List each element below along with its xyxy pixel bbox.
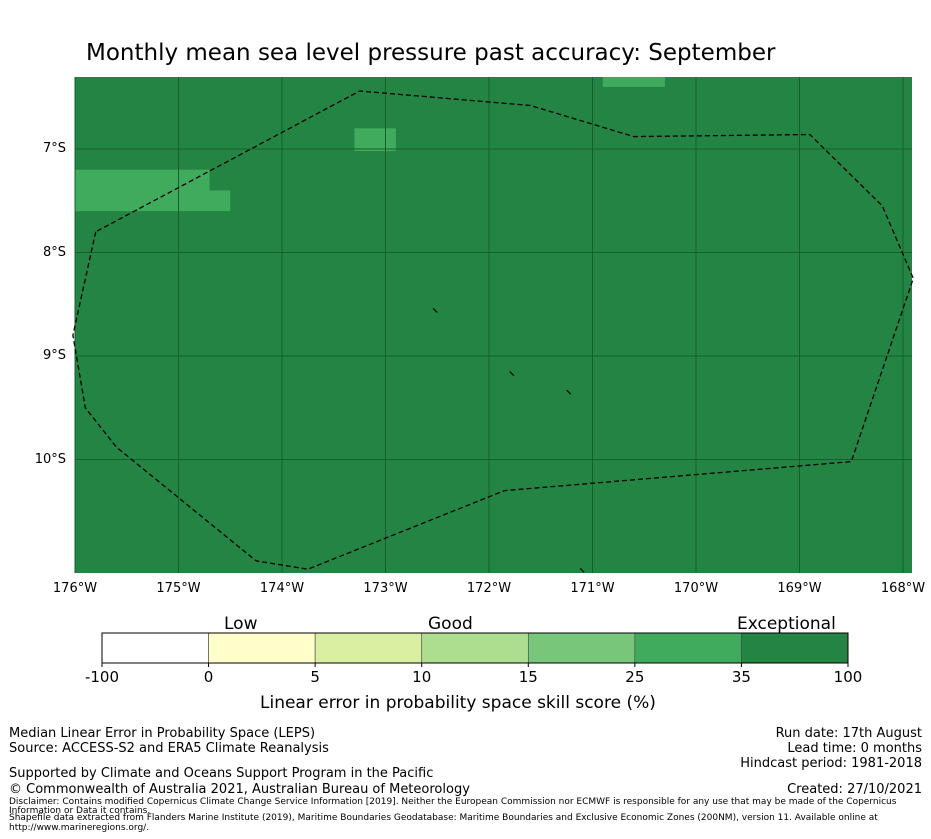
- x-tick-label: 172°W: [466, 581, 512, 596]
- colorbar-tick-label: 0: [203, 668, 214, 686]
- footer-method: Median Linear Error in Probability Space…: [9, 726, 316, 741]
- footer-shapefile-line2: http://www.marineregions.org/.: [9, 823, 150, 833]
- y-tick-label: 7°S: [42, 141, 66, 156]
- footer-hindcast-period: Hindcast period: 1981-2018: [740, 756, 922, 771]
- footer-lead-time: Lead time: 0 months: [787, 741, 922, 756]
- x-tick-label: 171°W: [570, 581, 615, 596]
- colorbar-segment-1: [208, 632, 316, 664]
- x-tick-label: 175°W: [156, 581, 201, 596]
- x-tick-label: 168°W: [880, 581, 926, 596]
- skill-cell-0: [75, 169, 210, 212]
- footer-support: Supported by Climate and Oceans Support …: [9, 766, 434, 781]
- colorbar-tick-label: 25: [625, 668, 645, 686]
- skill-cell-1: [209, 190, 231, 212]
- island-2: [566, 389, 572, 395]
- colorbar-category-exceptional: Exceptional: [737, 614, 836, 634]
- y-tick-label: 10°S: [34, 451, 66, 467]
- colorbar-tick-label: 15: [518, 668, 538, 686]
- footer-disclaimer-line2: Information or Data it contains.: [9, 806, 151, 816]
- colorbar-segment-0: [101, 632, 209, 664]
- colorbar: [101, 632, 849, 667]
- colorbar-category-low: Low: [224, 614, 258, 634]
- island-1: [509, 371, 515, 377]
- colorbar-segment-5: [634, 632, 742, 664]
- chart-title: Monthly mean sea level pressure past acc…: [86, 40, 776, 66]
- x-tick-label: 176°W: [52, 581, 98, 596]
- footer-shapefile-line1: Shapefile data extracted from Flanders M…: [9, 813, 878, 823]
- colorbar-tick-label: -100: [84, 668, 120, 686]
- footer-run-date: Run date: 17th August: [775, 726, 922, 741]
- eez-boundary: [72, 90, 914, 570]
- colorbar-tick-label: 10: [412, 668, 432, 686]
- colorbar-frame: [101, 632, 849, 664]
- island-3: [579, 567, 585, 573]
- footer-copyright: © Commonwealth of Australia 2021, Austra…: [9, 782, 470, 797]
- footer-disclaimer-line1: Disclaimer: Contains modified Copernicus…: [9, 797, 897, 807]
- footer-created-date: Created: 27/10/2021: [787, 782, 922, 797]
- x-tick-label: 173°W: [363, 581, 408, 596]
- skill-cell-2: [354, 128, 396, 152]
- colorbar-segment-6: [741, 632, 849, 664]
- map-background: [75, 77, 912, 573]
- y-tick-label: 8°S: [42, 244, 66, 260]
- colorbar-label: Linear error in probability space skill …: [260, 693, 656, 713]
- colorbar-tick-label: 35: [731, 668, 751, 686]
- x-tick-label: 174°W: [259, 581, 305, 596]
- colorbar-tick-label: 5: [310, 668, 320, 686]
- island-0: [432, 308, 438, 313]
- x-tick-label: 169°W: [777, 581, 822, 596]
- footer-source: Source: ACCESS-S2 and ERA5 Climate Reana…: [9, 741, 329, 756]
- colorbar-category-good: Good: [428, 614, 473, 634]
- y-tick-label: 9°S: [42, 348, 66, 363]
- map-area: [72, 77, 914, 573]
- x-tick-label: 170°W: [673, 581, 719, 596]
- colorbar-segment-4: [527, 632, 636, 664]
- colorbar-segment-3: [421, 632, 529, 664]
- colorbar-segment-2: [314, 632, 423, 664]
- skill-cell-3: [602, 77, 665, 87]
- colorbar-tick-label: 100: [833, 668, 863, 686]
